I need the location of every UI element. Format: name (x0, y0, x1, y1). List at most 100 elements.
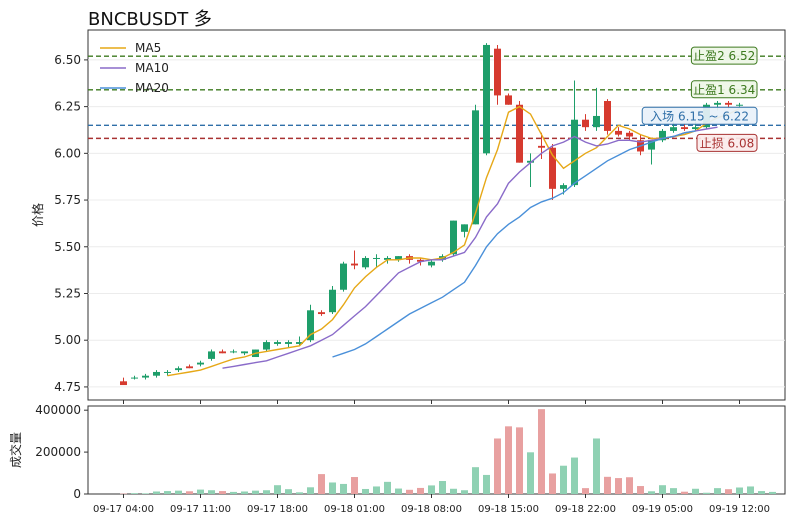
x-tick-label: 09-17 04:00 (93, 504, 154, 515)
level-label-text: 止损 6.08 (700, 136, 755, 150)
candle-body (560, 185, 567, 189)
candle-body (725, 102, 732, 105)
volume-bar (428, 485, 435, 494)
ma10-line (222, 126, 718, 369)
volume-bar (593, 438, 600, 494)
ma5-line (167, 105, 740, 377)
volume-bar (406, 489, 413, 494)
chart-title: BNCBUSDT 多 (88, 9, 212, 30)
candle-body (131, 377, 138, 379)
candle-body (472, 110, 479, 225)
level-label-box (690, 46, 758, 65)
level-label-box (696, 133, 758, 152)
candle-body (340, 263, 347, 290)
candle-body (362, 257, 369, 268)
volume-bar (131, 493, 138, 494)
candle-body (681, 127, 688, 130)
y-tick-label: 6.00 (54, 146, 81, 160)
volume-bar (571, 457, 578, 494)
volume-bar (274, 485, 281, 494)
volume-bar (208, 490, 215, 494)
level-label: 止盈1 6.34 (690, 80, 758, 99)
volume-bar (318, 474, 325, 494)
volume-bar (197, 489, 204, 494)
volume-bar (615, 478, 622, 494)
volume-bar (714, 488, 721, 494)
volume-bar (659, 485, 666, 494)
candle-body (593, 115, 600, 128)
volume-bar (230, 491, 237, 494)
candle-body (648, 140, 655, 150)
volume-bar (384, 481, 391, 494)
candle-body (549, 147, 556, 189)
candle-body (527, 160, 534, 163)
candle-body (373, 257, 380, 259)
candle-body (219, 351, 226, 354)
x-tick-label: 09-19 05:00 (632, 504, 693, 515)
candle-body (659, 130, 666, 141)
level-label-text: 止盈2 6.52 (693, 49, 755, 63)
x-tick-label: 09-18 15:00 (478, 504, 539, 515)
y-tick-label: 5.75 (54, 193, 81, 207)
x-tick-label: 09-17 11:00 (170, 504, 231, 515)
candle-body (230, 351, 237, 353)
volume-tick-label: 0 (73, 487, 81, 501)
candle-body (714, 102, 721, 105)
legend-label: MA10 (135, 61, 169, 75)
candle-body (516, 104, 523, 163)
volume-bar (736, 487, 743, 494)
volume-bars (120, 409, 776, 495)
volume-bar (241, 491, 248, 494)
candle-body (692, 127, 699, 130)
volume-bar (626, 477, 633, 494)
level-label-text: 止盈1 6.34 (693, 83, 755, 97)
volume-bar (670, 488, 677, 494)
volume-bar (637, 486, 644, 494)
candle-body (164, 371, 171, 373)
level-lines (88, 55, 785, 140)
candle-body (153, 371, 160, 376)
volume-bar (285, 489, 292, 494)
legend-label: MA5 (135, 41, 161, 55)
y-tick-label: 5.25 (54, 286, 81, 300)
volume-tick-label: 400000 (35, 403, 81, 417)
level-label: 入场 6.15 ~ 6.22 (641, 106, 758, 125)
x-tick-label: 09-18 01:00 (324, 504, 385, 515)
volume-bar (769, 491, 776, 494)
volume-bar (560, 465, 567, 494)
candle-body (670, 127, 677, 131)
candle-body (450, 220, 457, 255)
candle-body (582, 119, 589, 128)
volume-axis-label: 成交量 (8, 432, 23, 468)
candle-body (384, 257, 391, 260)
x-tick-label: 09-18 08:00 (401, 504, 462, 515)
volume-bar (681, 491, 688, 494)
candles (120, 43, 743, 386)
volume-bar (164, 491, 171, 494)
candle-body (186, 366, 193, 369)
volume-bar (153, 491, 160, 494)
volume-bar (505, 426, 512, 494)
volume-bar (604, 476, 611, 494)
candle-body (263, 342, 270, 350)
volume-bar (142, 493, 149, 494)
candle-body (505, 95, 512, 105)
volume-bar (351, 477, 358, 494)
candle-body (296, 342, 303, 344)
candle-body (142, 375, 149, 378)
volume-bar (219, 491, 226, 494)
candle-body (351, 263, 358, 266)
candle-body (197, 362, 204, 365)
volume-bar (329, 482, 336, 494)
volume-bar (461, 490, 468, 494)
candle-body (736, 104, 743, 106)
level-label: 止盈2 6.52 (690, 46, 758, 65)
level-labels: 止盈2 6.52 止盈1 6.34 入场 6.15 ~ 6.22 止损 6.08 (641, 46, 758, 152)
candle-body (428, 261, 435, 266)
volume-bar (549, 473, 556, 494)
level-label-text: 入场 6.15 ~ 6.22 (650, 109, 749, 123)
y-tick-label: 6.25 (54, 100, 81, 114)
volume-bar (439, 481, 446, 494)
candle-body (483, 44, 490, 154)
